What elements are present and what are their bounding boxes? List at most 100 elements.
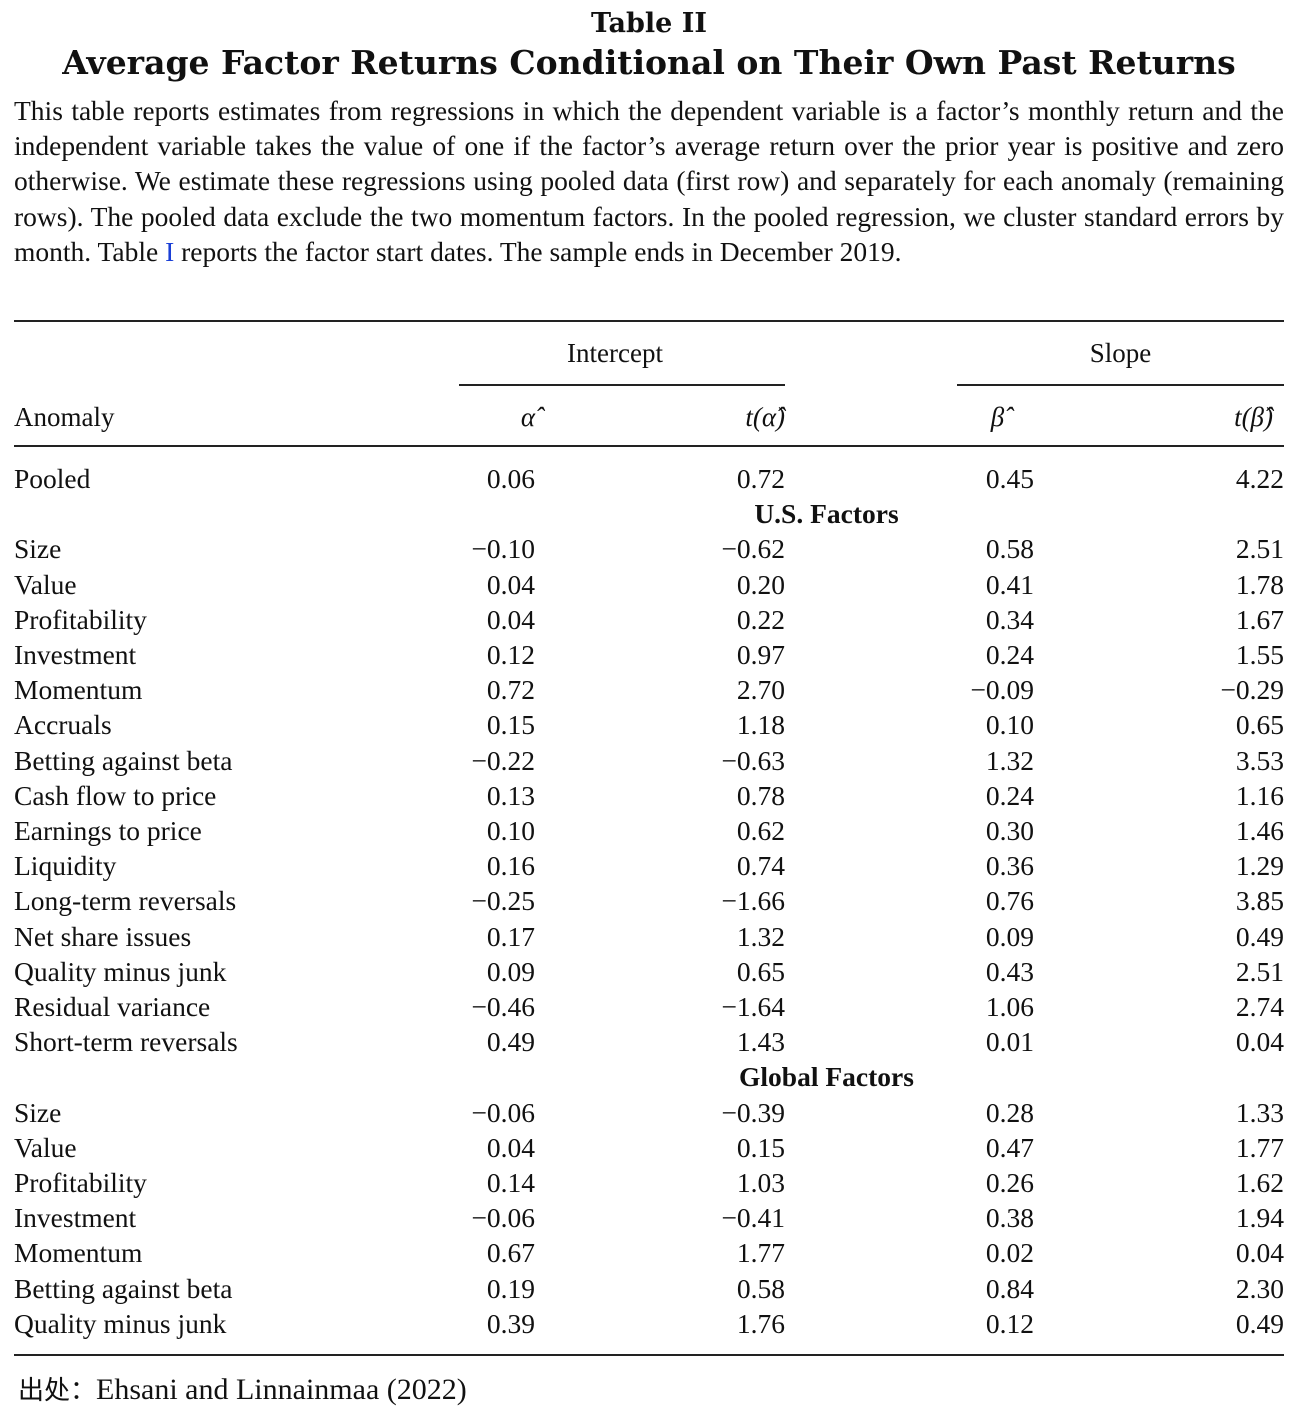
table-row: Investment −0.06 −0.41 0.38 1.94	[14, 1200, 1284, 1235]
caption-text-before: This table reports estimates from regres…	[14, 95, 1284, 267]
beta-cell: 0.41	[985, 568, 1034, 600]
beta-cell: 0.10	[985, 709, 1034, 741]
beta-cell: 1.32	[985, 744, 1034, 776]
alpha-cell: 0.13	[486, 779, 535, 811]
t-beta-cell: 4.22	[1235, 463, 1284, 494]
table-row: Liquidity 0.16 0.74 0.36 1.29	[14, 848, 1284, 883]
alpha-cell: 0.14	[486, 1167, 535, 1199]
table-row: Value 0.04 0.15 0.47 1.77	[14, 1130, 1284, 1165]
table-row: Earnings to price 0.10 0.62 0.30 1.46	[14, 813, 1284, 848]
row-label: Size	[14, 1096, 62, 1128]
t-alpha-cell: 0.65	[736, 955, 785, 987]
t-alpha-cell: 0.22	[736, 603, 785, 635]
table-row: Quality minus junk 0.09 0.65 0.43 2.51	[14, 954, 1284, 989]
t-alpha-cell: 0.20	[736, 568, 785, 600]
section-global-factors-label: Global Factors	[739, 1061, 914, 1093]
alpha-cell: 0.49	[486, 1026, 535, 1058]
bottom-rule	[14, 1354, 1284, 1356]
row-label: Net share issues	[14, 920, 192, 952]
t-alpha-cell: 0.97	[736, 639, 785, 671]
table-row: Profitability 0.04 0.22 0.34 1.67	[14, 602, 1284, 637]
t-alpha-cell: −0.63	[721, 744, 785, 776]
table-row: Short-term reversals 0.49 1.43 0.01 0.04	[14, 1024, 1284, 1059]
t-alpha-cell: 1.32	[736, 920, 785, 952]
table-row: Momentum 0.67 1.77 0.02 0.04	[14, 1235, 1284, 1270]
t-alpha-cell: −0.39	[721, 1096, 785, 1128]
table-row: Accruals 0.15 1.18 0.10 0.65	[14, 707, 1284, 742]
t-beta-cell: 0.65	[1235, 709, 1284, 741]
source-label: 出处：	[18, 1376, 97, 1406]
header-slope: Slope	[1089, 338, 1152, 368]
section-us-factors-label: U.S. Factors	[754, 498, 899, 530]
alpha-cell: 0.06	[486, 463, 535, 494]
table-row: Profitability 0.14 1.03 0.26 1.62	[14, 1165, 1284, 1200]
beta-cell: 0.58	[985, 533, 1034, 565]
row-label: Investment	[14, 639, 137, 671]
t-alpha-cell: 1.03	[736, 1167, 785, 1199]
table-row: Value 0.04 0.20 0.41 1.78	[14, 567, 1284, 602]
t-beta-cell: 1.78	[1235, 568, 1284, 600]
t-alpha-cell: 0.72	[736, 463, 785, 494]
alpha-cell: 0.10	[486, 815, 535, 847]
table-row: Residual variance −0.46 −1.64 1.06 2.74	[14, 989, 1284, 1024]
t-beta-cell: 0.49	[1235, 920, 1284, 952]
row-label: Earnings to price	[14, 815, 202, 847]
t-beta-cell: 2.30	[1235, 1272, 1284, 1304]
alpha-cell: 0.39	[486, 1307, 535, 1339]
row-label: Value	[14, 1131, 77, 1163]
row-label: Residual variance	[14, 991, 211, 1023]
alpha-cell: 0.04	[486, 603, 535, 635]
t-alpha-cell: −1.64	[721, 991, 785, 1023]
alpha-cell: 0.17	[486, 920, 535, 952]
beta-cell: 0.24	[985, 779, 1034, 811]
table-title: Average Factor Returns Conditional on Th…	[62, 43, 1236, 82]
beta-cell: 0.26	[985, 1167, 1034, 1199]
slope-group-rule	[957, 384, 1284, 386]
alpha-cell: −0.10	[471, 533, 535, 565]
t-beta-cell: 1.16	[1235, 779, 1284, 811]
row-label: Liquidity	[14, 850, 117, 882]
table-row: Size −0.06 −0.39 0.28 1.33	[14, 1095, 1284, 1130]
top-rule	[14, 320, 1284, 322]
t-beta-cell: −0.29	[1220, 674, 1284, 706]
header-intercept: Intercept	[567, 338, 663, 368]
t-beta-cell: 1.67	[1235, 603, 1284, 635]
alpha-cell: 0.15	[486, 709, 535, 741]
beta-cell: 0.38	[985, 1202, 1034, 1234]
table-reference-link[interactable]: I	[165, 235, 175, 267]
t-beta-cell: 2.74	[1235, 991, 1284, 1023]
beta-cell: 0.01	[985, 1026, 1034, 1058]
t-alpha-cell: −1.66	[721, 885, 785, 917]
t-alpha-cell: 0.74	[736, 850, 785, 882]
t-beta-cell: 1.55	[1235, 639, 1284, 671]
alpha-cell: −0.22	[471, 744, 535, 776]
t-alpha-cell: 1.76	[736, 1307, 785, 1339]
table-row: Investment 0.12 0.97 0.24 1.55	[14, 637, 1284, 672]
t-beta-cell: 3.85	[1235, 885, 1284, 917]
table-row: Quality minus junk 0.39 1.76 0.12 0.49	[14, 1306, 1284, 1341]
results-table: Pooled 0.06 0.72 0.45 4.22 U.S. Factors Size −0…	[14, 461, 1284, 1341]
row-label: Momentum	[14, 1237, 143, 1269]
t-beta-cell: 1.46	[1235, 815, 1284, 847]
beta-cell: −0.09	[970, 674, 1034, 706]
t-alpha-cell: 0.62	[736, 815, 785, 847]
t-beta-cell: 1.29	[1235, 850, 1284, 882]
table-row: Momentum 0.72 2.70 −0.09 −0.29	[14, 672, 1284, 707]
t-beta-cell: 0.04	[1235, 1237, 1284, 1269]
header-t-alpha: t(α̂)	[745, 402, 785, 432]
beta-cell: 0.43	[985, 955, 1034, 987]
alpha-cell: −0.06	[471, 1096, 535, 1128]
alpha-cell: −0.06	[471, 1202, 535, 1234]
alpha-cell: 0.09	[486, 955, 535, 987]
row-label: Cash flow to price	[14, 779, 217, 811]
caption-text-after: reports the factor start dates. The samp…	[174, 235, 902, 267]
t-alpha-cell: 1.77	[736, 1237, 785, 1269]
alpha-cell: 0.04	[486, 568, 535, 600]
t-alpha-cell: −0.62	[721, 533, 785, 565]
t-alpha-cell: 0.15	[736, 1131, 785, 1163]
t-alpha-cell: −0.41	[721, 1202, 785, 1234]
t-alpha-cell: 2.70	[736, 674, 785, 706]
header-anomaly: Anomaly	[14, 402, 115, 432]
table-row: Long-term reversals −0.25 −1.66 0.76 3.85	[14, 883, 1284, 918]
t-beta-cell: 3.53	[1235, 744, 1284, 776]
